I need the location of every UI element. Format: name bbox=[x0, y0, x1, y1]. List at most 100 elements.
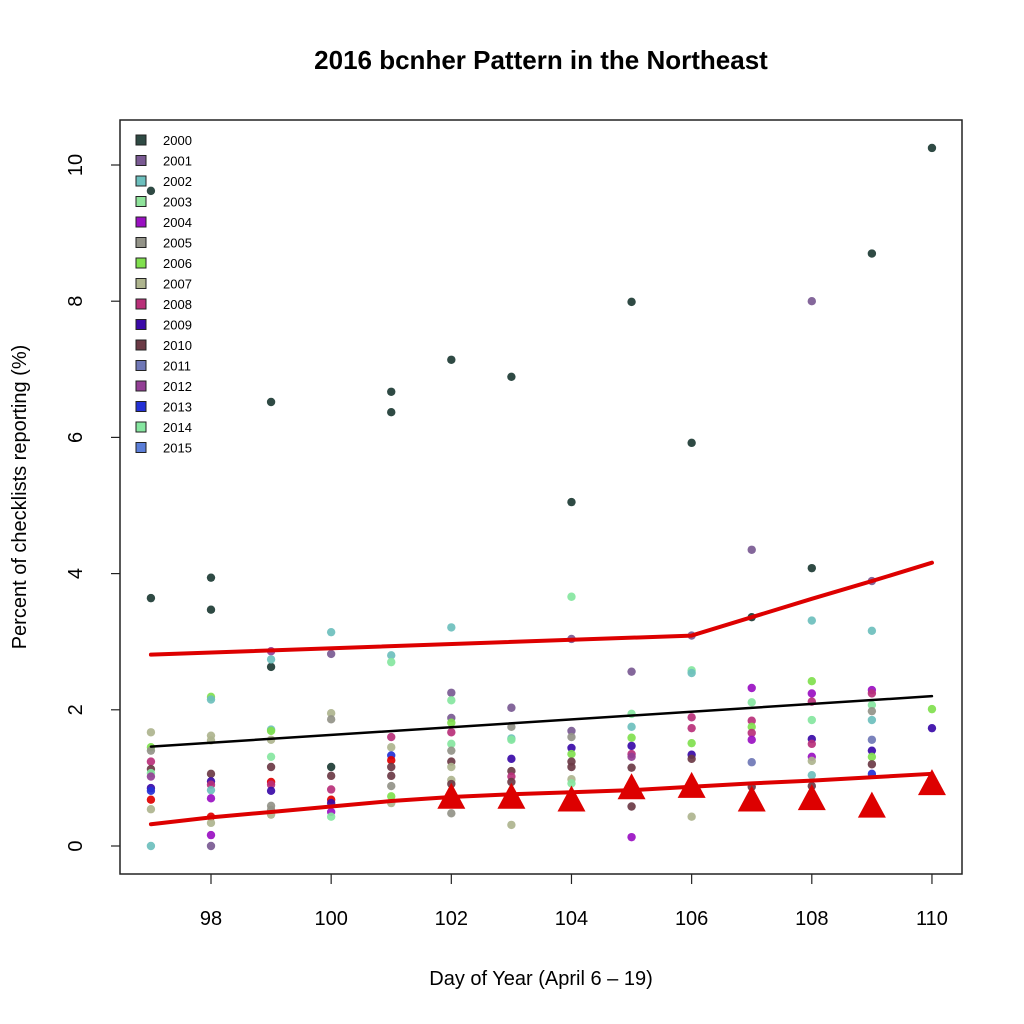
data-point bbox=[567, 779, 576, 788]
triangle-marker-2016 bbox=[917, 769, 946, 796]
data-point bbox=[507, 820, 516, 830]
triangle-marker-2016 bbox=[437, 782, 466, 809]
data-point bbox=[146, 593, 156, 603]
legend-label: 2011 bbox=[163, 359, 191, 374]
data-point bbox=[266, 726, 276, 736]
data-point bbox=[867, 700, 877, 710]
data-point bbox=[387, 408, 396, 417]
legend-swatch bbox=[135, 319, 147, 330]
y-tick-label: 10 bbox=[65, 154, 87, 176]
data-point bbox=[807, 616, 816, 625]
data-point bbox=[146, 795, 156, 804]
legend-label: 2015 bbox=[163, 441, 192, 456]
data-point bbox=[146, 805, 156, 814]
data-point bbox=[567, 497, 576, 507]
data-point bbox=[507, 754, 516, 764]
data-point bbox=[206, 573, 216, 582]
y-tick-label: 8 bbox=[65, 296, 87, 307]
trend-lines bbox=[148, 560, 934, 827]
triangle-marker-2016 bbox=[857, 791, 886, 818]
data-point bbox=[326, 715, 336, 724]
data-point bbox=[326, 709, 336, 718]
data-point bbox=[867, 715, 877, 725]
data-point bbox=[326, 812, 336, 821]
legend-swatch bbox=[135, 442, 147, 453]
data-point bbox=[326, 785, 336, 794]
data-point bbox=[687, 438, 696, 448]
data-point bbox=[387, 651, 396, 660]
data-point bbox=[387, 732, 396, 742]
x-axis: 98 100 102 104 106 108 110 bbox=[200, 874, 948, 930]
triangle-marker-2016 bbox=[677, 771, 706, 798]
data-point bbox=[266, 786, 276, 796]
data-point bbox=[927, 143, 937, 153]
legend-swatch bbox=[135, 421, 147, 433]
data-point bbox=[687, 713, 696, 722]
data-point bbox=[567, 726, 576, 736]
data-point bbox=[627, 802, 636, 811]
data-point bbox=[627, 832, 636, 842]
legend-label: 2012 bbox=[163, 379, 192, 394]
data-point bbox=[747, 728, 756, 738]
triangle-marker-2016 bbox=[497, 782, 526, 809]
legend-label: 2006 bbox=[163, 256, 192, 271]
data-point bbox=[447, 355, 456, 364]
legend-label: 2000 bbox=[163, 133, 192, 148]
data-point bbox=[927, 704, 937, 714]
data-point bbox=[687, 668, 696, 678]
data-point bbox=[627, 763, 636, 772]
data-point bbox=[387, 387, 396, 396]
data-point bbox=[326, 649, 336, 659]
legend-label: 2005 bbox=[163, 236, 192, 251]
data-point bbox=[447, 746, 456, 755]
data-point bbox=[507, 777, 516, 787]
legend-swatch bbox=[135, 196, 147, 207]
x-tick-label: 108 bbox=[795, 908, 828, 930]
data-point bbox=[387, 762, 396, 772]
legend-swatch bbox=[135, 401, 147, 412]
y-axis: 0 2 4 6 8 10 bbox=[65, 154, 120, 852]
data-point bbox=[146, 772, 156, 781]
data-point bbox=[867, 626, 877, 636]
data-point bbox=[867, 689, 877, 698]
data-point bbox=[146, 786, 156, 796]
legend-label: 2009 bbox=[163, 318, 192, 333]
legend-swatch bbox=[135, 175, 147, 187]
data-point bbox=[387, 743, 396, 752]
data-point bbox=[146, 746, 156, 755]
y-axis-label: Percent of checklists reporting (%) bbox=[9, 345, 31, 650]
data-point bbox=[687, 738, 696, 748]
legend-label: 2002 bbox=[163, 174, 192, 189]
data-point bbox=[807, 563, 816, 573]
data-point bbox=[747, 735, 756, 744]
data-point bbox=[387, 792, 396, 801]
data-point bbox=[807, 715, 816, 725]
data-point bbox=[447, 718, 456, 727]
data-point bbox=[747, 716, 756, 725]
data-point bbox=[627, 667, 636, 676]
data-point bbox=[627, 722, 636, 732]
data-point bbox=[867, 752, 877, 761]
data-point bbox=[807, 739, 816, 749]
data-point bbox=[266, 655, 276, 664]
data-point bbox=[687, 812, 696, 821]
data-point bbox=[266, 762, 276, 772]
lower-bound-line bbox=[148, 771, 934, 827]
data-point bbox=[146, 841, 156, 851]
triangle-marker-2016 bbox=[557, 785, 586, 812]
data-point bbox=[447, 688, 456, 697]
data-point bbox=[266, 397, 276, 407]
x-tick-label: 110 bbox=[916, 908, 948, 930]
legend-label: 2001 bbox=[163, 154, 192, 169]
x-tick-label: 102 bbox=[435, 908, 468, 930]
legend-swatch bbox=[135, 134, 147, 146]
data-point bbox=[747, 545, 756, 554]
triangle-marker-2016 bbox=[737, 785, 766, 812]
mean-trend-line bbox=[149, 694, 934, 748]
data-point bbox=[807, 297, 816, 306]
data-point bbox=[206, 794, 216, 803]
data-point bbox=[567, 749, 576, 759]
data-point bbox=[146, 186, 156, 196]
data-point bbox=[266, 662, 276, 672]
